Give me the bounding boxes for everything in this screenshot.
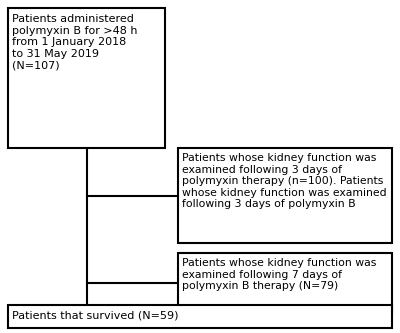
Bar (178, 148, 392, 243)
Text: Patients whose kidney function was
examined following 3 days of
polymyxin therap: Patients whose kidney function was exami… (182, 153, 387, 209)
Text: Patients whose kidney function was
examined following 7 days of
polymyxin B ther: Patients whose kidney function was exami… (182, 258, 376, 291)
Text: Patients administered
polymyxin B for >48 h
from 1 January 2018
to 31 May 2019
(: Patients administered polymyxin B for >4… (12, 14, 138, 70)
Bar (8, 305, 392, 328)
Bar (8, 8, 165, 148)
Bar (178, 253, 392, 313)
Text: Patients that survived (N=59): Patients that survived (N=59) (12, 310, 178, 320)
